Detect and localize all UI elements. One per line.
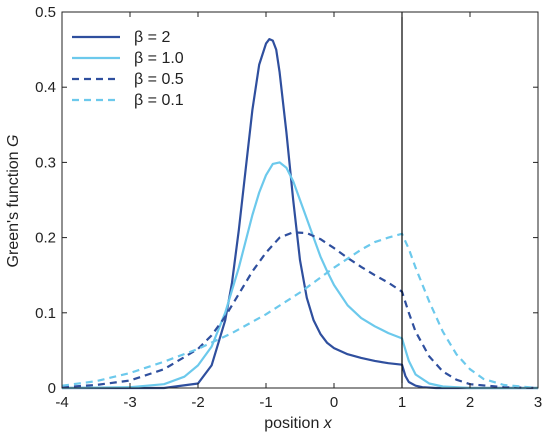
x-tick-label: 3 <box>534 394 542 411</box>
legend: β = 2 β = 1.0 β = 0.5 β = 0.1 <box>72 29 184 109</box>
y-tick-label: 0.4 <box>35 79 56 96</box>
y-axis-label: Green's function G <box>5 135 22 268</box>
x-axis-label: position x <box>264 415 333 432</box>
series-line-1 <box>62 38 538 390</box>
series-line-4 <box>61 232 539 390</box>
legend-label-3: β = 0.5 <box>134 71 184 88</box>
x-tick-label: 2 <box>466 394 474 411</box>
x-axis-variable: x <box>323 415 333 432</box>
series-line-2 <box>61 161 538 390</box>
ticks-layer: -4 -3 -2 -1 0 1 2 3 0 0.1 0.2 0.3 0.4 0.5 <box>35 4 542 411</box>
x-tick-label: 0 <box>330 394 338 411</box>
y-tick-label: 0 <box>48 380 56 397</box>
y-tick-label: 0.5 <box>35 4 56 21</box>
y-axis-variable: G <box>5 135 22 147</box>
legend-label-2: β = 1.0 <box>134 50 184 67</box>
x-tick-label: -4 <box>55 394 68 411</box>
y-tick-label: 0.2 <box>35 230 56 247</box>
axes-layer <box>61 11 539 389</box>
x-tick-label: -1 <box>259 394 272 411</box>
x-tick-label: -2 <box>191 394 204 411</box>
plot-frame <box>61 11 539 389</box>
legend-label-1: β = 2 <box>134 29 170 46</box>
x-tick-label: -3 <box>123 394 136 411</box>
y-tick-label: 0.1 <box>35 305 56 322</box>
series-layer <box>61 38 539 390</box>
x-tick-label: 1 <box>398 394 406 411</box>
y-tick-label: 0.3 <box>35 154 56 171</box>
legend-label-4: β = 0.1 <box>134 92 184 109</box>
